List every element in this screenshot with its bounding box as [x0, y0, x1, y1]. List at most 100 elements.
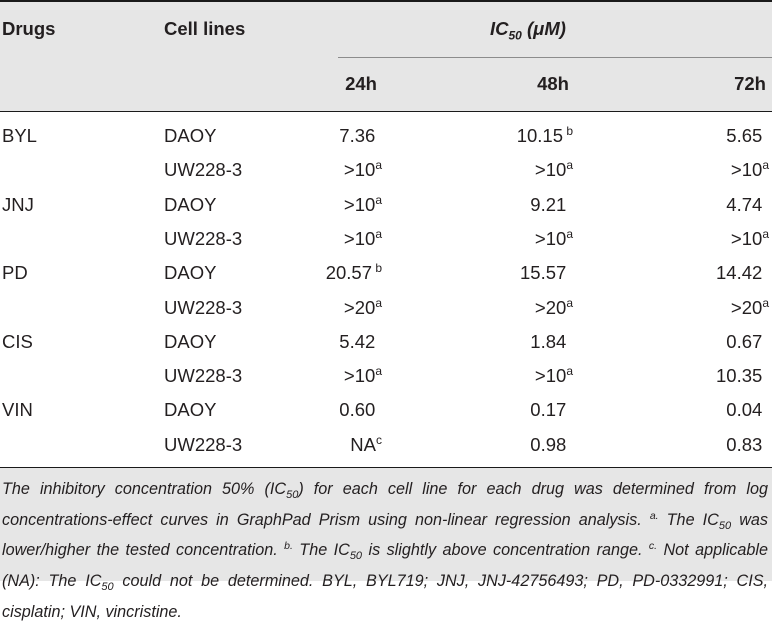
cell-48h: 1.84a [530, 331, 573, 353]
footnote-text: The IC [658, 510, 719, 529]
header-48h: 48h [537, 73, 569, 94]
cell-48h: 0.98a [530, 434, 573, 456]
footnote-sub: 50 [101, 581, 114, 594]
ic50-value: 0.04 [726, 399, 763, 420]
cell-24h: >10a [344, 228, 382, 250]
ic50-value: 15.57 [520, 262, 567, 283]
cell-72h: >10a [731, 159, 769, 181]
header-cell-lines: Cell lines [164, 18, 246, 39]
ic50-note-mark: a [566, 227, 573, 241]
cell-line-cell: DAOY [164, 399, 217, 420]
ic50-value: >10 [534, 228, 567, 249]
cell-line-cell: UW228-3 [164, 365, 243, 386]
ic50-note-mark: a [566, 364, 573, 378]
cell-line-cell: UW228-3 [164, 297, 243, 318]
cell-72h: 5.65a [726, 125, 769, 147]
ic50-value: >10 [730, 159, 763, 180]
ic50-value: >10 [534, 159, 567, 180]
footnote-text: is slightly above concentration range. [362, 541, 649, 560]
table-footnote: The inhibitory concentration 50% (IC50) … [2, 477, 768, 624]
ic50-value: >20 [730, 297, 763, 318]
ic50-span-rule [338, 57, 772, 58]
header-ic50-suffix: (μM) [521, 18, 566, 39]
header-ic50-sub: 50 [508, 28, 522, 43]
ic50-value: 7.36 [339, 125, 376, 146]
ic50-value: 5.65 [726, 125, 763, 146]
ic50-value: >10 [343, 228, 376, 249]
ic50-value: >10 [730, 228, 763, 249]
footnote-text: ) for each cell line for each drug was d… [2, 480, 768, 529]
header-ic50: IC50 (μM) [490, 18, 566, 47]
cell-line-cell: UW228-3 [164, 434, 243, 455]
ic50-value: 9.21 [530, 194, 567, 215]
ic50-value: 0.60 [339, 399, 376, 420]
cell-72h: 0.67a [726, 331, 769, 353]
cell-line-cell: DAOY [164, 194, 217, 215]
ic50-value: >20 [534, 297, 567, 318]
ic50-value: 20.57 [325, 262, 372, 283]
cell-72h: >10a [731, 228, 769, 250]
cell-72h: 0.83a [726, 434, 769, 456]
cell-72h: 14.42a [716, 262, 769, 284]
ic50-value: 0.83 [726, 434, 763, 455]
footnote-text: The inhibitory concentration 50% (IC [2, 480, 287, 498]
header-72h: 72h [734, 73, 766, 94]
cell-48h: >10a [535, 159, 573, 181]
cell-48h: >10a [535, 365, 573, 387]
ic50-value: 10.15 [516, 125, 563, 146]
ic50-value: NA [350, 434, 376, 455]
header-drugs: Drugs [2, 18, 56, 39]
ic50-note-mark: a [375, 227, 382, 241]
cell-24h: 20.57 b [326, 262, 382, 284]
drug-cell: BYL [2, 125, 37, 146]
cell-24h: 0.60a [339, 399, 382, 421]
cell-24h: >20a [344, 297, 382, 319]
cell-line-cell: DAOY [164, 331, 217, 352]
header-rule [0, 111, 772, 112]
ic50-note-mark: a [762, 227, 769, 241]
cell-line-cell: DAOY [164, 262, 217, 283]
ic50-value: 5.42 [339, 331, 376, 352]
footnote-mark-b: b. [284, 540, 293, 553]
cell-48h: >20a [535, 297, 573, 319]
footnote-mark-a: a. [649, 509, 659, 522]
footnote-sub: 50 [286, 489, 299, 502]
ic50-note-mark: a [566, 158, 573, 172]
footnote-text: could not be determined. BYL, BYL719; JN… [2, 572, 768, 621]
cell-line-cell: DAOY [164, 125, 217, 146]
ic50-value: 1.84 [530, 331, 567, 352]
footnote-mark-c: c. [648, 540, 658, 553]
ic50-note-mark: a [566, 296, 573, 310]
cell-48h: >10a [535, 228, 573, 250]
cell-72h: >20a [731, 297, 769, 319]
ic50-note-mark: a [375, 296, 382, 310]
ic50-note-mark: a [375, 193, 382, 207]
bottom-rule [0, 467, 772, 468]
drug-cell: PD [2, 262, 28, 283]
header-24h: 24h [345, 73, 377, 94]
header-ic50-prefix: IC [490, 18, 509, 39]
header-band [0, 0, 772, 111]
ic50-note-mark: a [762, 158, 769, 172]
cell-48h: 9.21a [530, 194, 573, 216]
cell-72h: 0.04a [726, 399, 769, 421]
cell-24h: 5.42a [339, 331, 382, 353]
ic50-note-mark: a [762, 296, 769, 310]
ic50-value: 10.35 [716, 365, 763, 386]
cell-24h: 7.36a [339, 125, 382, 147]
cell-24h: >10a [344, 194, 382, 216]
ic50-note-mark: a [375, 364, 382, 378]
cell-line-cell: UW228-3 [164, 228, 243, 249]
ic50-note-mark: b [371, 261, 382, 275]
cell-48h: 15.57a [520, 262, 573, 284]
ic50-value: 0.98 [530, 434, 567, 455]
ic50-note-mark: b [562, 124, 573, 138]
drug-cell: VIN [2, 399, 33, 420]
ic50-value: 4.74 [726, 194, 763, 215]
ic50-value: >10 [343, 365, 376, 386]
ic50-value: >10 [343, 194, 376, 215]
footnote-text: was lower/higher the tested concentratio… [2, 510, 768, 560]
ic50-value: >10 [534, 365, 567, 386]
ic50-value: 0.17 [530, 399, 567, 420]
ic50-value: 14.42 [716, 262, 763, 283]
